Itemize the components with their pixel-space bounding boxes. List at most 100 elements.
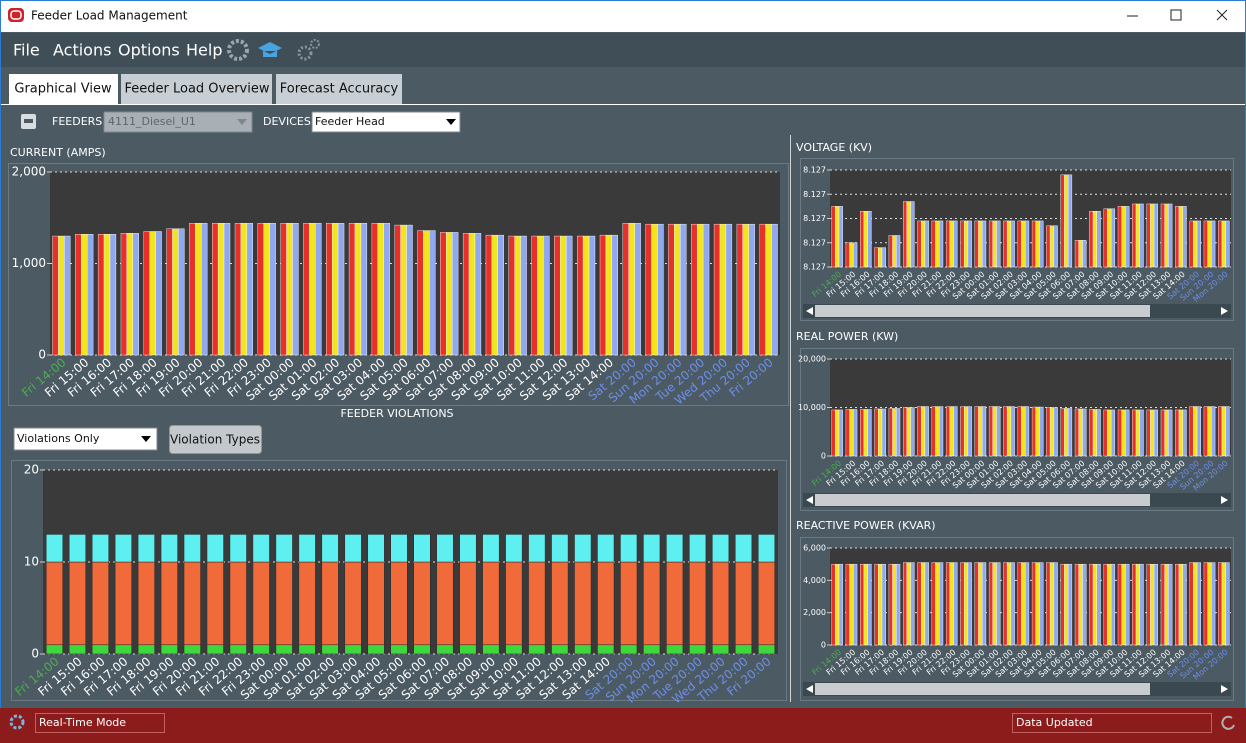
bar [960, 406, 965, 457]
scrollbar-thumb[interactable] [815, 305, 1150, 317]
y-tick-label: 1,000 [12, 256, 46, 270]
training-icon[interactable] [258, 42, 282, 57]
feeder-value[interactable]: 4111_Diesel_U1 [108, 115, 196, 128]
bar [1046, 225, 1051, 268]
bar [992, 220, 997, 268]
bar [462, 233, 470, 356]
bar [1153, 409, 1159, 457]
bar [849, 563, 854, 646]
bar [902, 562, 908, 646]
bar [917, 562, 922, 646]
device-dropdown[interactable] [311, 111, 461, 133]
bar [1150, 203, 1155, 268]
maximize-button[interactable] [1170, 9, 1182, 21]
bar [566, 235, 573, 356]
tab-label[interactable]: Graphical View [14, 82, 112, 97]
bar [446, 232, 453, 356]
tab-label[interactable]: Feeder Load Overview [124, 82, 269, 97]
dropdown-arrow [446, 119, 456, 125]
bar [849, 409, 854, 457]
scroll-left[interactable] [806, 685, 813, 693]
bar [1175, 409, 1180, 457]
bar [771, 223, 778, 356]
scroll-right[interactable] [1221, 307, 1228, 315]
bar [1082, 240, 1087, 268]
stacked-bar-segment [482, 534, 500, 563]
stacked-bar-segment [482, 644, 500, 655]
stacked-bar-segment [206, 644, 224, 655]
violations-filter[interactable] [13, 427, 158, 451]
close-button[interactable] [1216, 9, 1228, 21]
bar [1035, 562, 1040, 646]
menu-item[interactable]: File [13, 41, 40, 60]
stacked-bar-segment [757, 561, 776, 646]
bar [1193, 220, 1198, 268]
scroll-left[interactable] [806, 307, 813, 315]
gears-icon[interactable] [297, 45, 313, 61]
scrollbar-thumb[interactable] [815, 683, 1150, 695]
bar [967, 562, 972, 646]
scrollbar-thumb[interactable] [815, 494, 1150, 506]
violation-types-button[interactable] [169, 425, 262, 454]
chart-title: REAL POWER (KW) [796, 330, 898, 343]
bar [599, 234, 607, 356]
bar [628, 223, 635, 356]
stacked-bar-segment [45, 534, 64, 563]
menu-item[interactable]: Options [118, 41, 180, 60]
bar [996, 406, 1001, 457]
bar [1089, 211, 1094, 268]
feeder-dropdown[interactable] [103, 111, 253, 133]
gears-icon[interactable] [310, 39, 320, 49]
tab[interactable] [276, 74, 402, 104]
stacked-bar-segment [321, 644, 339, 655]
scroll-right[interactable] [1221, 685, 1228, 693]
scroll-right[interactable] [1221, 496, 1228, 504]
tab-active[interactable] [9, 74, 118, 104]
bar [201, 223, 208, 356]
y-tick-label: 8.127 [803, 238, 826, 247]
refresh-icon[interactable] [1221, 715, 1235, 730]
settings-icon[interactable] [227, 39, 249, 61]
bar [400, 224, 407, 356]
device-value[interactable]: Feeder Head [315, 115, 385, 128]
stacked-bar-segment [689, 534, 707, 563]
bar [1053, 562, 1058, 646]
bar [263, 223, 270, 356]
chart-title: VOLTAGE (KV) [796, 141, 872, 154]
stacked-bar-segment [597, 534, 615, 563]
bar [1017, 406, 1022, 457]
panel-border [8, 163, 789, 406]
violations-filter-value[interactable]: Violations Only [17, 432, 100, 445]
stacked-bar-segment [666, 644, 684, 655]
stacked-bar-segment [160, 561, 178, 646]
bar [1046, 407, 1051, 457]
button-label[interactable]: Violation Types [170, 433, 260, 447]
bar [1074, 563, 1079, 646]
bar [935, 220, 940, 268]
tab-label[interactable]: Forecast Accuracy [280, 82, 399, 97]
bar [963, 406, 969, 457]
stacked-bar-segment [620, 534, 638, 563]
y-tick-label: 20,000 [798, 355, 826, 364]
y-tick-label: 20 [24, 463, 39, 477]
bar [949, 562, 954, 646]
stacked-bar-segment [344, 644, 362, 655]
bar [1182, 206, 1187, 268]
stacked-bar-segment [574, 644, 592, 655]
stacked-bar-segment [712, 561, 730, 646]
tab[interactable] [121, 74, 272, 104]
bar [537, 235, 544, 356]
bar [992, 406, 997, 457]
menu-item[interactable]: Actions [53, 41, 111, 60]
scroll-left[interactable] [806, 496, 813, 504]
bar [1164, 563, 1169, 646]
bar [1175, 206, 1180, 268]
y-tick-label: 2,000 [803, 608, 826, 617]
bar [1160, 409, 1165, 457]
bar [845, 242, 850, 268]
bar [1089, 409, 1094, 457]
menu-item[interactable]: Help [186, 41, 222, 60]
bar [1168, 563, 1173, 646]
bar [892, 408, 897, 457]
y-tick-label: 4,000 [803, 576, 826, 585]
